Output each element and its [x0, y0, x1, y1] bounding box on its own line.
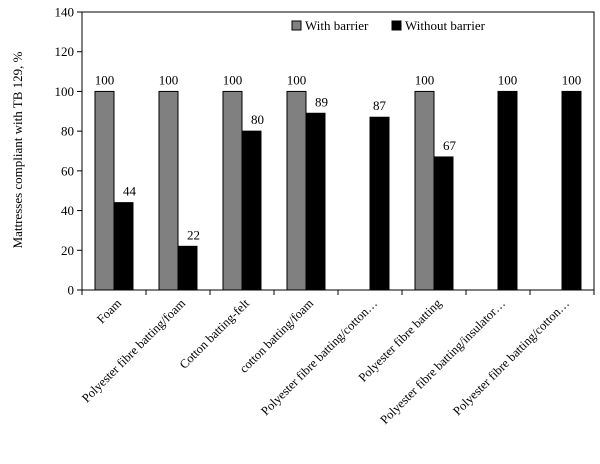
- data-label: 100: [498, 72, 518, 87]
- bar-with-barrier: [286, 90, 307, 291]
- data-labels: 100 44 100 22 100 80 100 89 87 100 67 100 100: [95, 72, 582, 242]
- data-label: 100: [159, 72, 179, 87]
- x-category-label: Polyester fibre batting/cotton…: [258, 296, 380, 418]
- y-tick-label: 0: [68, 283, 75, 298]
- data-label: 100: [95, 72, 115, 87]
- y-tick-label: 20: [61, 243, 74, 258]
- bar-without-barrier: [433, 156, 454, 291]
- data-label: 100: [562, 72, 582, 87]
- bar-with-barrier: [94, 90, 115, 291]
- legend-label: Without barrier: [405, 18, 486, 33]
- bar-without-barrier: [177, 245, 198, 291]
- legend-swatch-with-barrier: [291, 20, 302, 31]
- legend-swatch-without-barrier: [391, 20, 402, 31]
- legend: With barrier Without barrier: [291, 18, 486, 33]
- bar-with-barrier: [414, 90, 435, 291]
- y-tick-label: 40: [61, 203, 74, 218]
- x-category-label: Foam: [94, 296, 124, 326]
- bar-with-barrier: [222, 90, 243, 291]
- data-label: 80: [251, 112, 264, 127]
- y-tick-label: 140: [55, 5, 75, 20]
- legend-label: With barrier: [305, 18, 369, 33]
- data-label: 87: [373, 98, 387, 113]
- x-category-label: Polyester fibre batting/cotton…: [450, 296, 572, 418]
- bar-without-barrier: [497, 90, 518, 291]
- y-tick-label: 80: [61, 124, 74, 139]
- y-tick-label: 100: [55, 84, 75, 99]
- bar-without-barrier: [305, 112, 326, 291]
- axes: 0 20 40 60 80 100 120 140: [55, 5, 595, 298]
- y-tick-label: 60: [61, 163, 74, 178]
- data-label: 100: [287, 72, 307, 87]
- x-category-label: Polyester fibre batting/foam: [79, 296, 188, 405]
- bars: [94, 90, 582, 291]
- x-category-label: Polyester fibre batting/insulator…: [377, 296, 508, 427]
- bar-without-barrier: [561, 90, 582, 291]
- data-label: 44: [123, 184, 137, 199]
- y-tick-label: 120: [55, 44, 75, 59]
- bar-with-barrier: [158, 90, 179, 291]
- data-label: 67: [443, 138, 457, 153]
- data-label: 22: [187, 227, 200, 242]
- bar-without-barrier: [241, 130, 262, 291]
- y-axis-title: Mattresses compliant with TB 129, %: [10, 51, 25, 248]
- bar-without-barrier: [113, 202, 134, 291]
- data-label: 100: [223, 72, 243, 87]
- data-label: 89: [315, 94, 328, 109]
- bar-without-barrier: [369, 116, 390, 291]
- data-label: 100: [415, 72, 435, 87]
